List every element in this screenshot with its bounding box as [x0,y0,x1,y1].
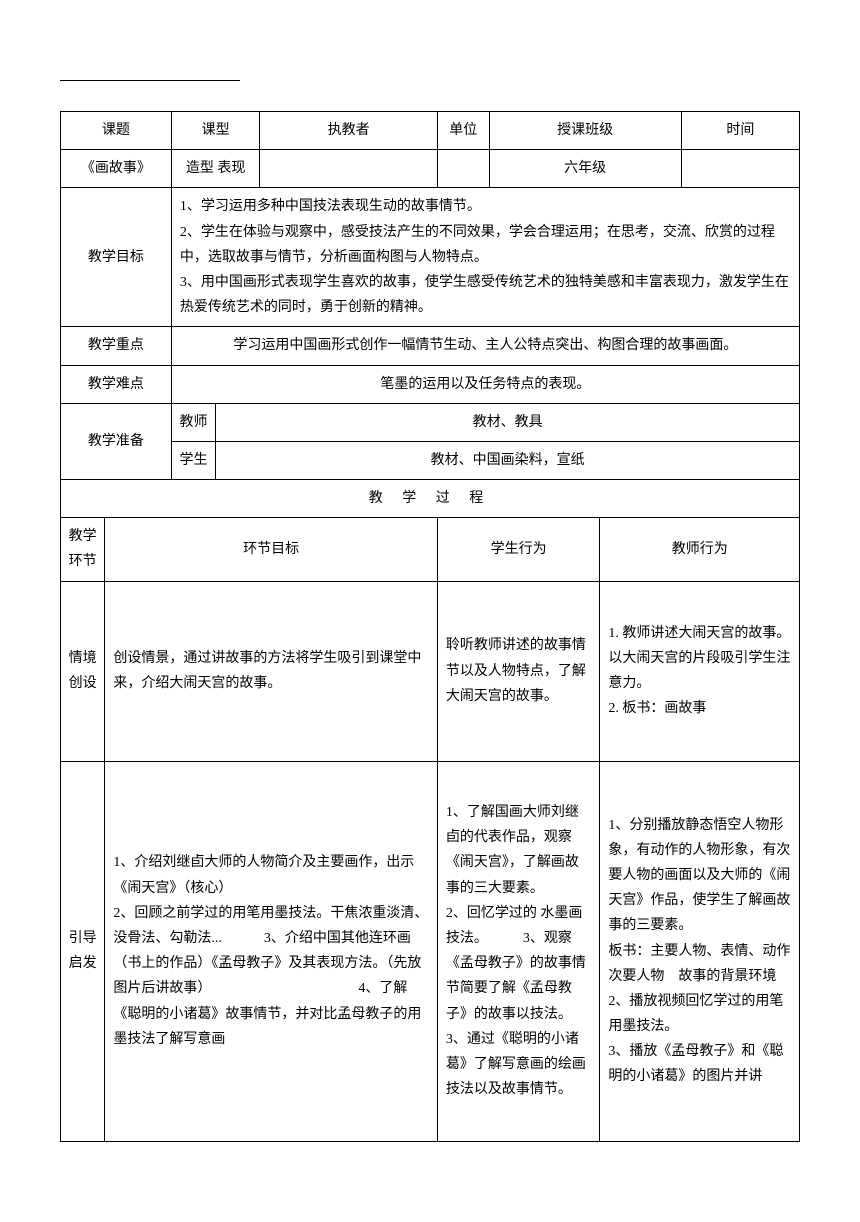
stage2-student: 1、了解国画大师刘继卣的代表作品，观察《闹天宫》，了解画故事的三大要素。 2、回… [437,761,600,1141]
stage1-row: 情境创设 创设情景，通过讲故事的方法将学生吸引到课堂中来，介绍大闹天宫的故事。 … [61,581,800,761]
stage2-row: 引导启发 1、介绍刘继卣大师的人物简介及主要画作，出示《闹天宫》（核心） 2、回… [61,761,800,1141]
keypoint-label: 教学重点 [61,327,172,365]
type-label: 课型 [171,112,260,150]
difficulty-row: 教学难点 笔墨的运用以及任务特点的表现。 [61,365,800,403]
prep-teacher-content: 教材、教具 [216,403,800,441]
time-value [681,150,799,188]
stage1-name: 情境创设 [61,581,105,761]
process-header: 教 学 过 程 [61,480,800,518]
stage2-name: 引导启发 [61,761,105,1141]
stage1-goal: 创设情景，通过讲故事的方法将学生吸引到课堂中来，介绍大闹天宫的故事。 [105,581,438,761]
stage2-goal: 1、介绍刘继卣大师的人物简介及主要画作，出示《闹天宫》（核心） 2、回顾之前学过… [105,761,438,1141]
type-value: 造型 表现 [171,150,260,188]
teacher-col-label: 教师行为 [600,518,800,581]
process-header-row: 教 学 过 程 [61,480,800,518]
teacher-label: 执教者 [260,112,437,150]
stage1-student: 聆听教师讲述的故事情节以及人物特点，了解大闹天宫的故事。 [437,581,600,761]
stage1-teacher: 1. 教师讲述大闹天宫的故事。以大闹天宫的片段吸引学生注意力。 2. 板书：画故… [600,581,800,761]
difficulty-label: 教学难点 [61,365,172,403]
keypoint-content: 学习运用中国画形式创作一幅情节生动、主人公特点突出、构图合理的故事画面。 [171,327,799,365]
goal-col-label: 环节目标 [105,518,438,581]
student-col-label: 学生行为 [437,518,600,581]
class-value: 六年级 [489,150,681,188]
prep-teacher-row: 教学准备 教师 教材、教具 [61,403,800,441]
prep-label: 教学准备 [61,403,172,479]
prep-teacher-label: 教师 [171,403,215,441]
lesson-plan-table: 课题 课型 执教者 单位 授课班级 时间 《画故事》 造型 表现 六年级 教学目… [60,111,800,1142]
page-header-line [60,80,240,81]
prep-student-content: 教材、中国画染料，宣纸 [216,441,800,479]
prep-student-label: 学生 [171,441,215,479]
objectives-content: 1、学习运用多种中国技法表现生动的故事情节。 2、学生在体验与观察中，感受技法产… [171,188,799,327]
topic-value: 《画故事》 [61,150,172,188]
class-label: 授课班级 [489,112,681,150]
stage2-teacher: 1、分别播放静态悟空人物形象，有动作的人物形象，有次要人物的画面以及大师的《闹天… [600,761,800,1141]
prep-student-row: 学生 教材、中国画染料，宣纸 [61,441,800,479]
process-columns-row: 教学环节 环节目标 学生行为 教师行为 [61,518,800,581]
unit-label: 单位 [437,112,489,150]
difficulty-content: 笔墨的运用以及任务特点的表现。 [171,365,799,403]
header-row: 课题 课型 执教者 单位 授课班级 时间 [61,112,800,150]
objectives-row: 教学目标 1、学习运用多种中国技法表现生动的故事情节。 2、学生在体验与观察中，… [61,188,800,327]
objectives-label: 教学目标 [61,188,172,327]
stage-col-label: 教学环节 [61,518,105,581]
keypoint-row: 教学重点 学习运用中国画形式创作一幅情节生动、主人公特点突出、构图合理的故事画面… [61,327,800,365]
topic-label: 课题 [61,112,172,150]
unit-value [437,150,489,188]
info-row: 《画故事》 造型 表现 六年级 [61,150,800,188]
time-label: 时间 [681,112,799,150]
teacher-value [260,150,437,188]
